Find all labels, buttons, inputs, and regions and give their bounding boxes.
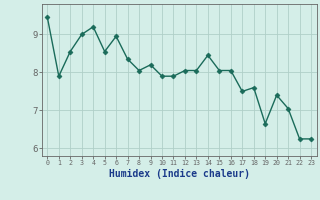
X-axis label: Humidex (Indice chaleur): Humidex (Indice chaleur) [109,169,250,179]
